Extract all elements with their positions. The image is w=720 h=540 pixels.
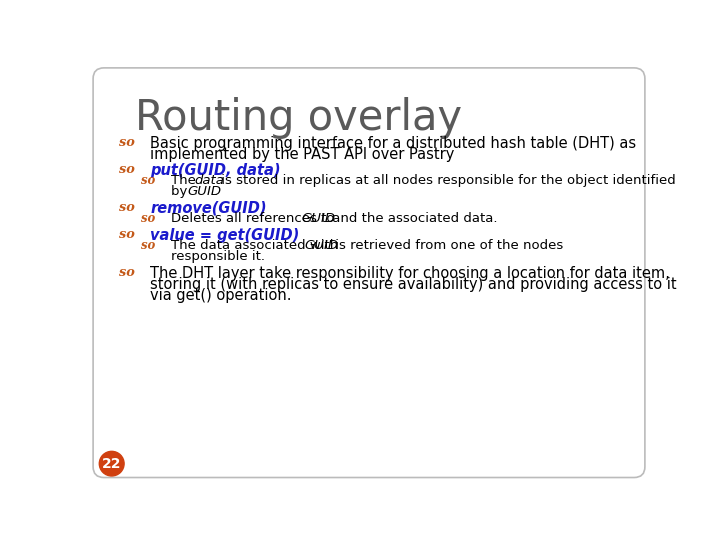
- Text: responsible it.: responsible it.: [171, 250, 266, 263]
- Text: storing it (with replicas to ensure availability) and providing access to it: storing it (with replicas to ensure avai…: [150, 277, 677, 292]
- Text: The DHT layer take responsibility for choosing a location for data item,: The DHT layer take responsibility for ch…: [150, 266, 670, 281]
- Text: is stored in replicas at all nodes responsible for the object identified: is stored in replicas at all nodes respo…: [217, 174, 676, 187]
- Text: by: by: [171, 185, 192, 198]
- Text: GUID: GUID: [187, 185, 222, 198]
- Text: so: so: [141, 212, 155, 225]
- Text: GUID: GUID: [302, 212, 336, 225]
- Text: GUID: GUID: [305, 239, 338, 252]
- Text: implemented by the PAST API over Pastry: implemented by the PAST API over Pastry: [150, 147, 455, 162]
- Text: value = get(GUID): value = get(GUID): [150, 228, 300, 242]
- Text: Deletes all references to: Deletes all references to: [171, 212, 339, 225]
- Circle shape: [99, 451, 124, 476]
- Text: 22: 22: [102, 457, 122, 471]
- Text: Routing overlay: Routing overlay: [135, 97, 462, 139]
- Text: remove(GUID): remove(GUID): [150, 201, 267, 215]
- Text: put(GUID, data): put(GUID, data): [150, 163, 281, 178]
- Text: so: so: [119, 163, 135, 176]
- Text: .: .: [214, 185, 218, 198]
- Text: data: data: [194, 174, 224, 187]
- Text: so: so: [119, 228, 135, 241]
- Text: The data associated with: The data associated with: [171, 239, 343, 252]
- Text: so: so: [119, 201, 135, 214]
- Text: so: so: [119, 136, 135, 148]
- FancyBboxPatch shape: [93, 68, 645, 477]
- Text: is retrieved from one of the nodes: is retrieved from one of the nodes: [330, 239, 563, 252]
- Text: so: so: [141, 239, 155, 252]
- Text: via get() operation.: via get() operation.: [150, 288, 292, 303]
- Text: Basic programming interface for a distributed hash table (DHT) as: Basic programming interface for a distri…: [150, 136, 636, 151]
- Text: The: The: [171, 174, 200, 187]
- Text: so: so: [119, 266, 135, 279]
- Text: so: so: [141, 174, 155, 187]
- Text: and the associated data.: and the associated data.: [328, 212, 498, 225]
